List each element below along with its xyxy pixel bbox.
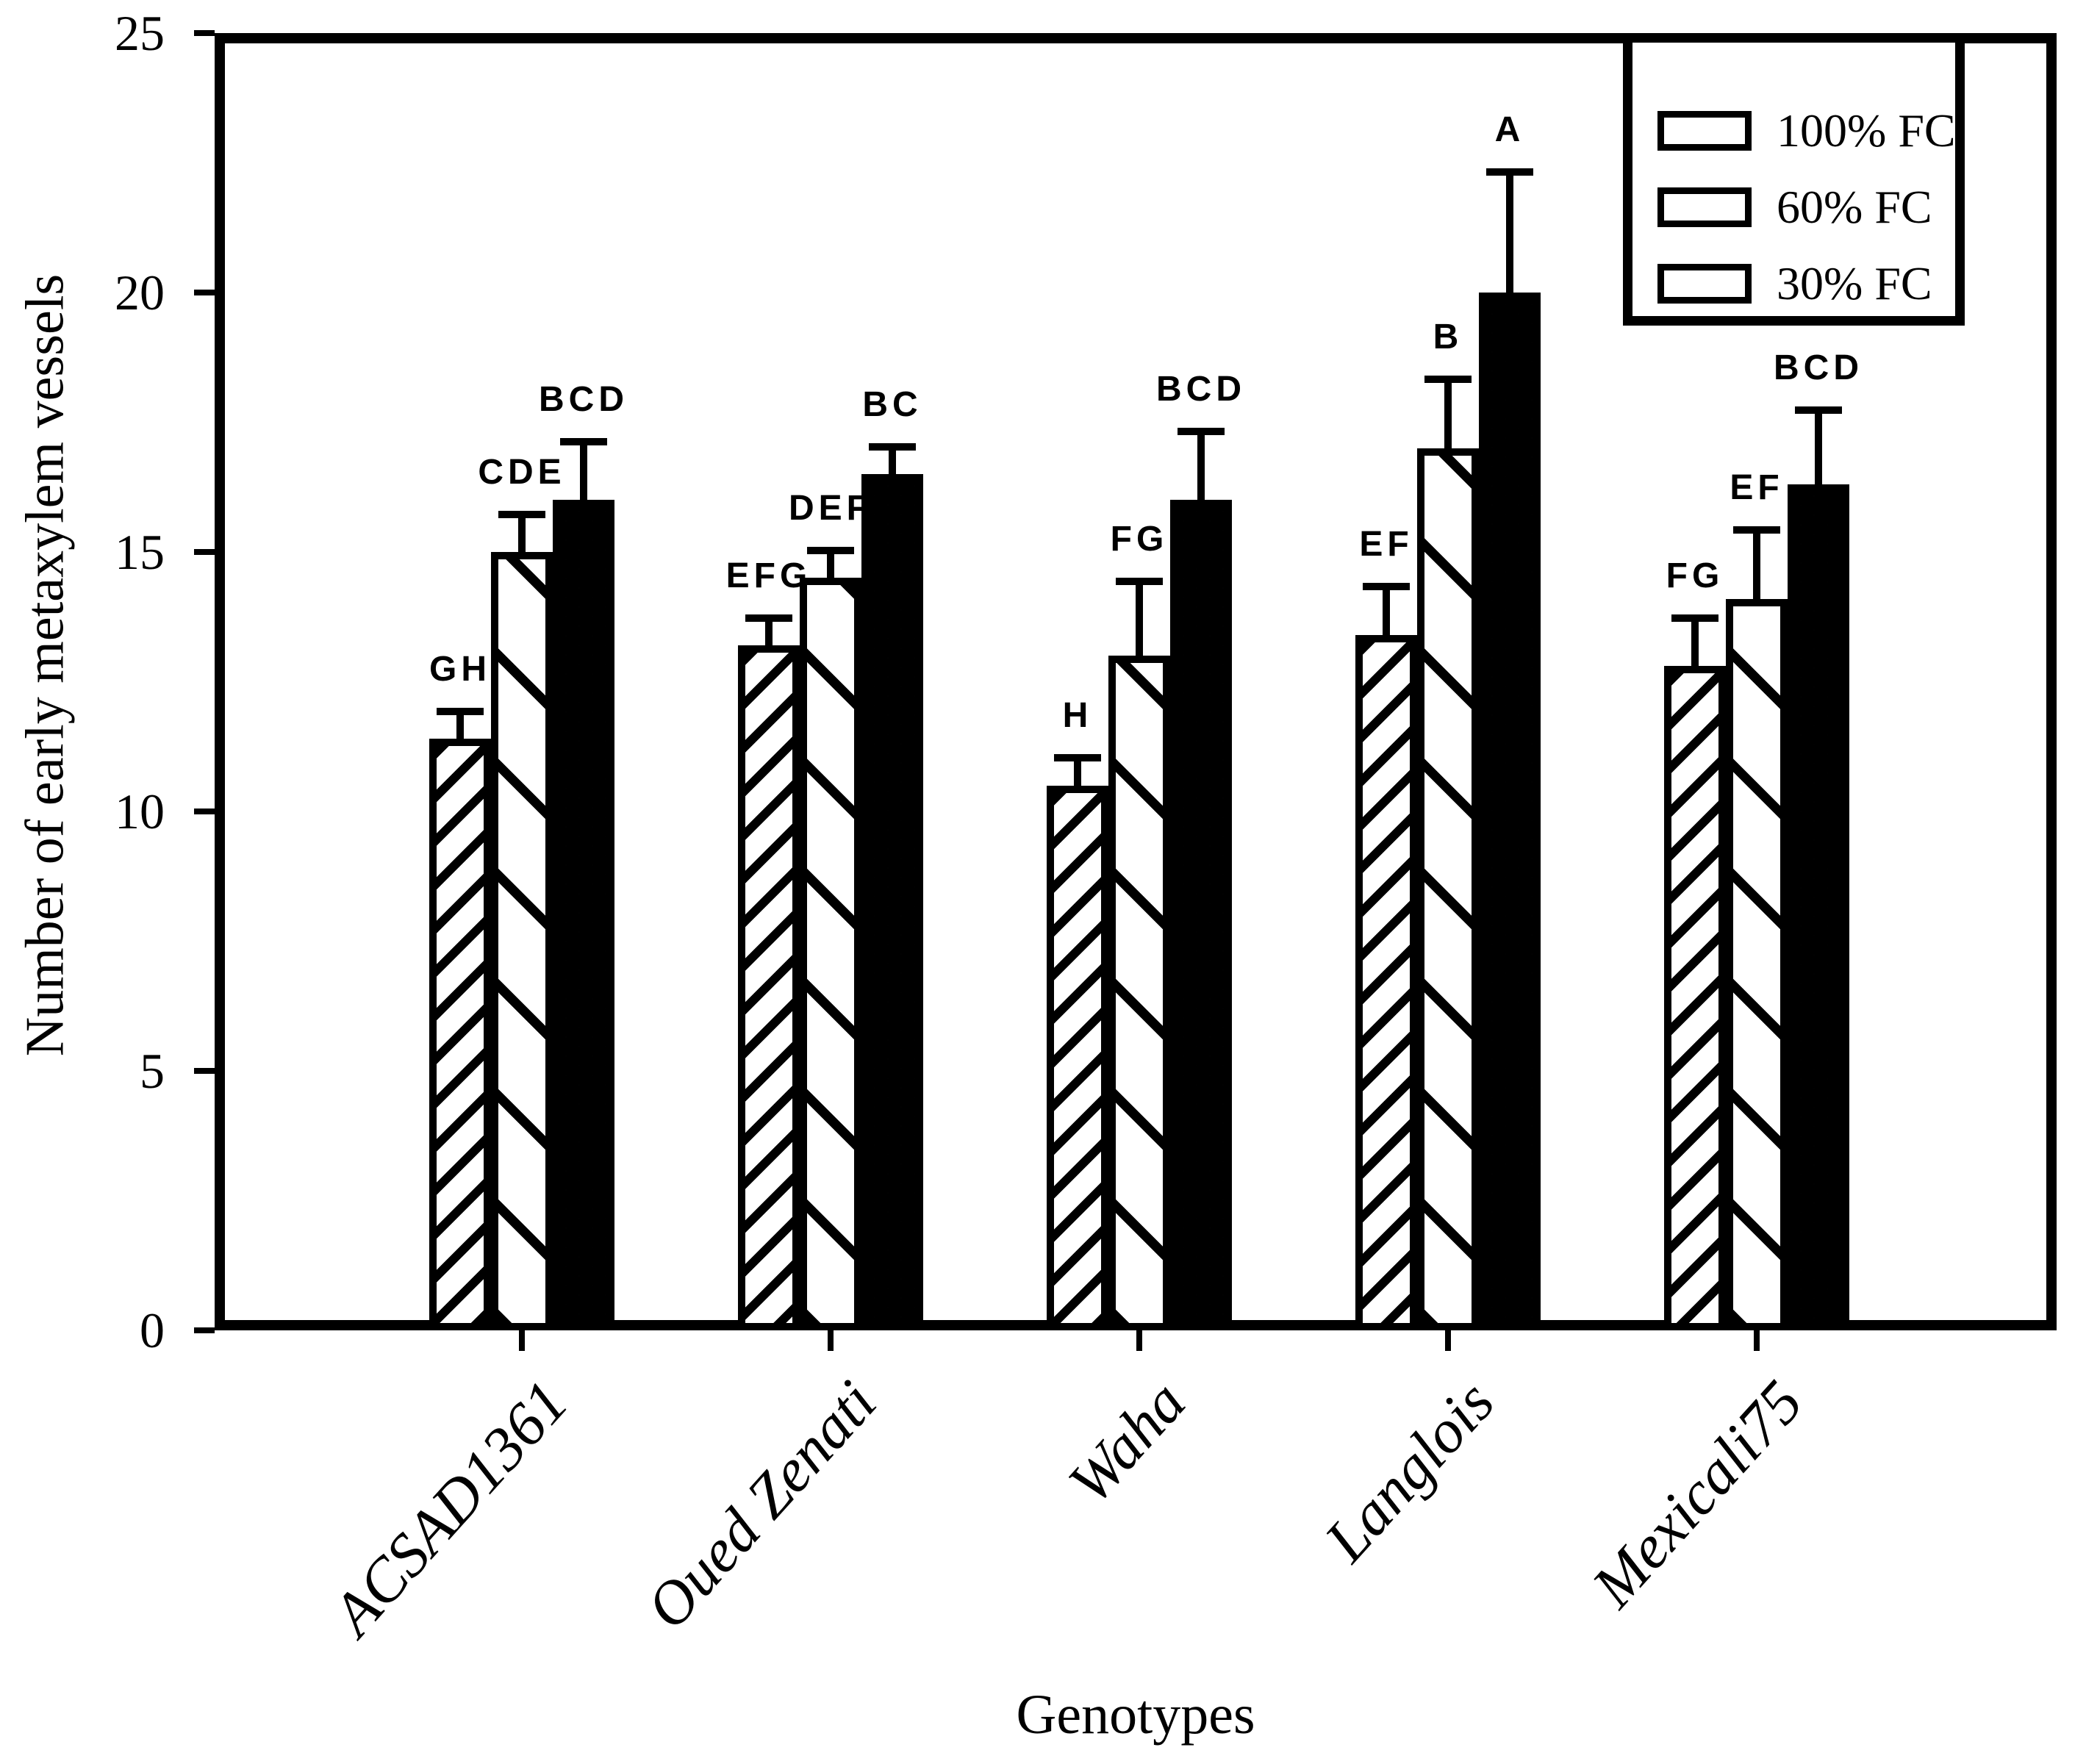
significance-letter: BCD <box>539 379 628 419</box>
error-bar-cap <box>560 437 607 445</box>
bar-100FC-OuedZenati <box>738 645 800 1330</box>
y-axis-tick <box>194 549 215 555</box>
error-bar-cap <box>1178 427 1225 435</box>
legend-label: 30% FC <box>1777 257 1932 309</box>
x-category-label: Oued Zenati <box>634 1368 890 1642</box>
bar-60FC-Waha <box>1108 656 1170 1330</box>
significance-letter: CDE <box>478 452 566 492</box>
legend-box: 100% FC 60% FC 30% FC <box>1623 33 1965 326</box>
error-bar-cap <box>869 442 916 451</box>
significance-letter: H <box>1062 696 1093 736</box>
bar-30FC-Waha <box>1170 500 1232 1330</box>
y-axis-tick-label: 15 <box>115 524 165 580</box>
y-axis-tick-label: 25 <box>115 5 165 61</box>
legend-swatch-dots <box>1657 264 1752 304</box>
y-axis-tick-label: 10 <box>115 784 165 839</box>
y-axis-tick-label: 20 <box>115 265 165 320</box>
legend-row: 60% FC <box>1657 181 1932 233</box>
error-bar-whisker <box>765 614 773 646</box>
error-bar-whisker <box>1383 583 1390 635</box>
significance-letter: GH <box>429 649 491 689</box>
bar-60FC-Mexicali75 <box>1726 598 1788 1330</box>
legend-swatch-diagonal-down-sparse <box>1657 187 1752 227</box>
significance-letter: FG <box>1666 556 1724 595</box>
legend-row: 30% FC <box>1657 257 1932 309</box>
error-bar-whisker <box>1074 754 1081 786</box>
y-axis-tick-label: 0 <box>140 1302 165 1358</box>
significance-letter: BCD <box>1774 348 1863 388</box>
legend-label: 100% FC <box>1777 104 1956 157</box>
error-bar-whisker <box>1136 578 1143 656</box>
legend-row: 100% FC <box>1657 104 1956 157</box>
x-axis-tick <box>1445 1330 1451 1351</box>
significance-letter: FG <box>1110 520 1169 559</box>
error-bar-cap <box>807 546 854 554</box>
significance-letter: DEF <box>789 488 872 528</box>
bar-30FC-ACSAD1361 <box>553 500 614 1330</box>
y-axis-tick <box>194 808 215 814</box>
error-bar-whisker <box>580 437 587 501</box>
x-axis-tick <box>828 1330 834 1351</box>
error-bar-whisker <box>1197 427 1205 501</box>
significance-letter: EF <box>1730 467 1784 507</box>
bar-30FC-Langlois <box>1479 293 1541 1330</box>
x-category-label: Langlois <box>1311 1368 1508 1575</box>
bar-100FC-ACSAD1361 <box>429 739 491 1330</box>
significance-letter: EF <box>1359 525 1413 564</box>
error-bar-whisker <box>456 707 464 739</box>
bar-60FC-OuedZenati <box>800 578 861 1330</box>
error-bar-cap <box>1671 614 1718 622</box>
error-bar-cap <box>498 510 545 518</box>
y-axis-tick <box>194 290 215 295</box>
y-axis-tick <box>194 1068 215 1074</box>
y-axis-tick-label: 5 <box>140 1043 165 1099</box>
error-bar-cap <box>1424 375 1472 383</box>
x-category-label: Waha <box>1055 1368 1199 1517</box>
bar-100FC-Langlois <box>1355 634 1417 1330</box>
error-bar-cap <box>1486 168 1533 176</box>
error-bar-whisker <box>1753 526 1760 599</box>
x-axis-title: Genotypes <box>1016 1684 1255 1746</box>
error-bar-whisker <box>889 442 896 475</box>
error-bar-cap <box>1116 578 1163 586</box>
legend-label: 60% FC <box>1777 181 1932 233</box>
bar-60FC-Langlois <box>1417 448 1479 1330</box>
significance-letter: A <box>1494 110 1525 149</box>
error-bar-whisker <box>1815 406 1822 485</box>
bar-60FC-ACSAD1361 <box>491 552 553 1330</box>
bar-30FC-Mexicali75 <box>1788 484 1849 1330</box>
error-bar-cap <box>437 707 484 715</box>
x-axis-tick <box>1754 1330 1760 1351</box>
error-bar-cap <box>1054 754 1101 762</box>
y-axis-tick <box>194 1327 215 1333</box>
x-category-label: Mexicali75 <box>1579 1368 1816 1621</box>
error-bar-whisker <box>1691 614 1699 667</box>
bar-100FC-Waha <box>1047 785 1108 1330</box>
x-axis-tick <box>519 1330 525 1351</box>
error-bar-whisker <box>1444 375 1452 448</box>
significance-letter: B <box>1433 317 1463 356</box>
error-bar-cap <box>1363 583 1410 591</box>
y-axis-title: Number of early metaxylem vessels <box>15 273 76 1057</box>
x-category-label: ACSAD1361 <box>319 1368 581 1649</box>
error-bar-cap <box>1733 526 1780 534</box>
error-bar-whisker <box>1506 168 1513 293</box>
error-bar-cap <box>1795 406 1842 415</box>
significance-letter: BC <box>862 384 922 424</box>
bar-30FC-OuedZenati <box>861 474 923 1330</box>
error-bar-whisker <box>827 546 834 578</box>
bar-100FC-Mexicali75 <box>1664 666 1726 1330</box>
x-axis-tick <box>1136 1330 1142 1351</box>
legend-swatch-diagonal-up-dense <box>1657 111 1752 151</box>
y-axis-tick <box>194 30 215 36</box>
error-bar-whisker <box>518 510 526 552</box>
significance-letter: EFG <box>725 556 812 595</box>
error-bar-cap <box>745 614 792 622</box>
significance-letter: BCD <box>1156 369 1246 409</box>
